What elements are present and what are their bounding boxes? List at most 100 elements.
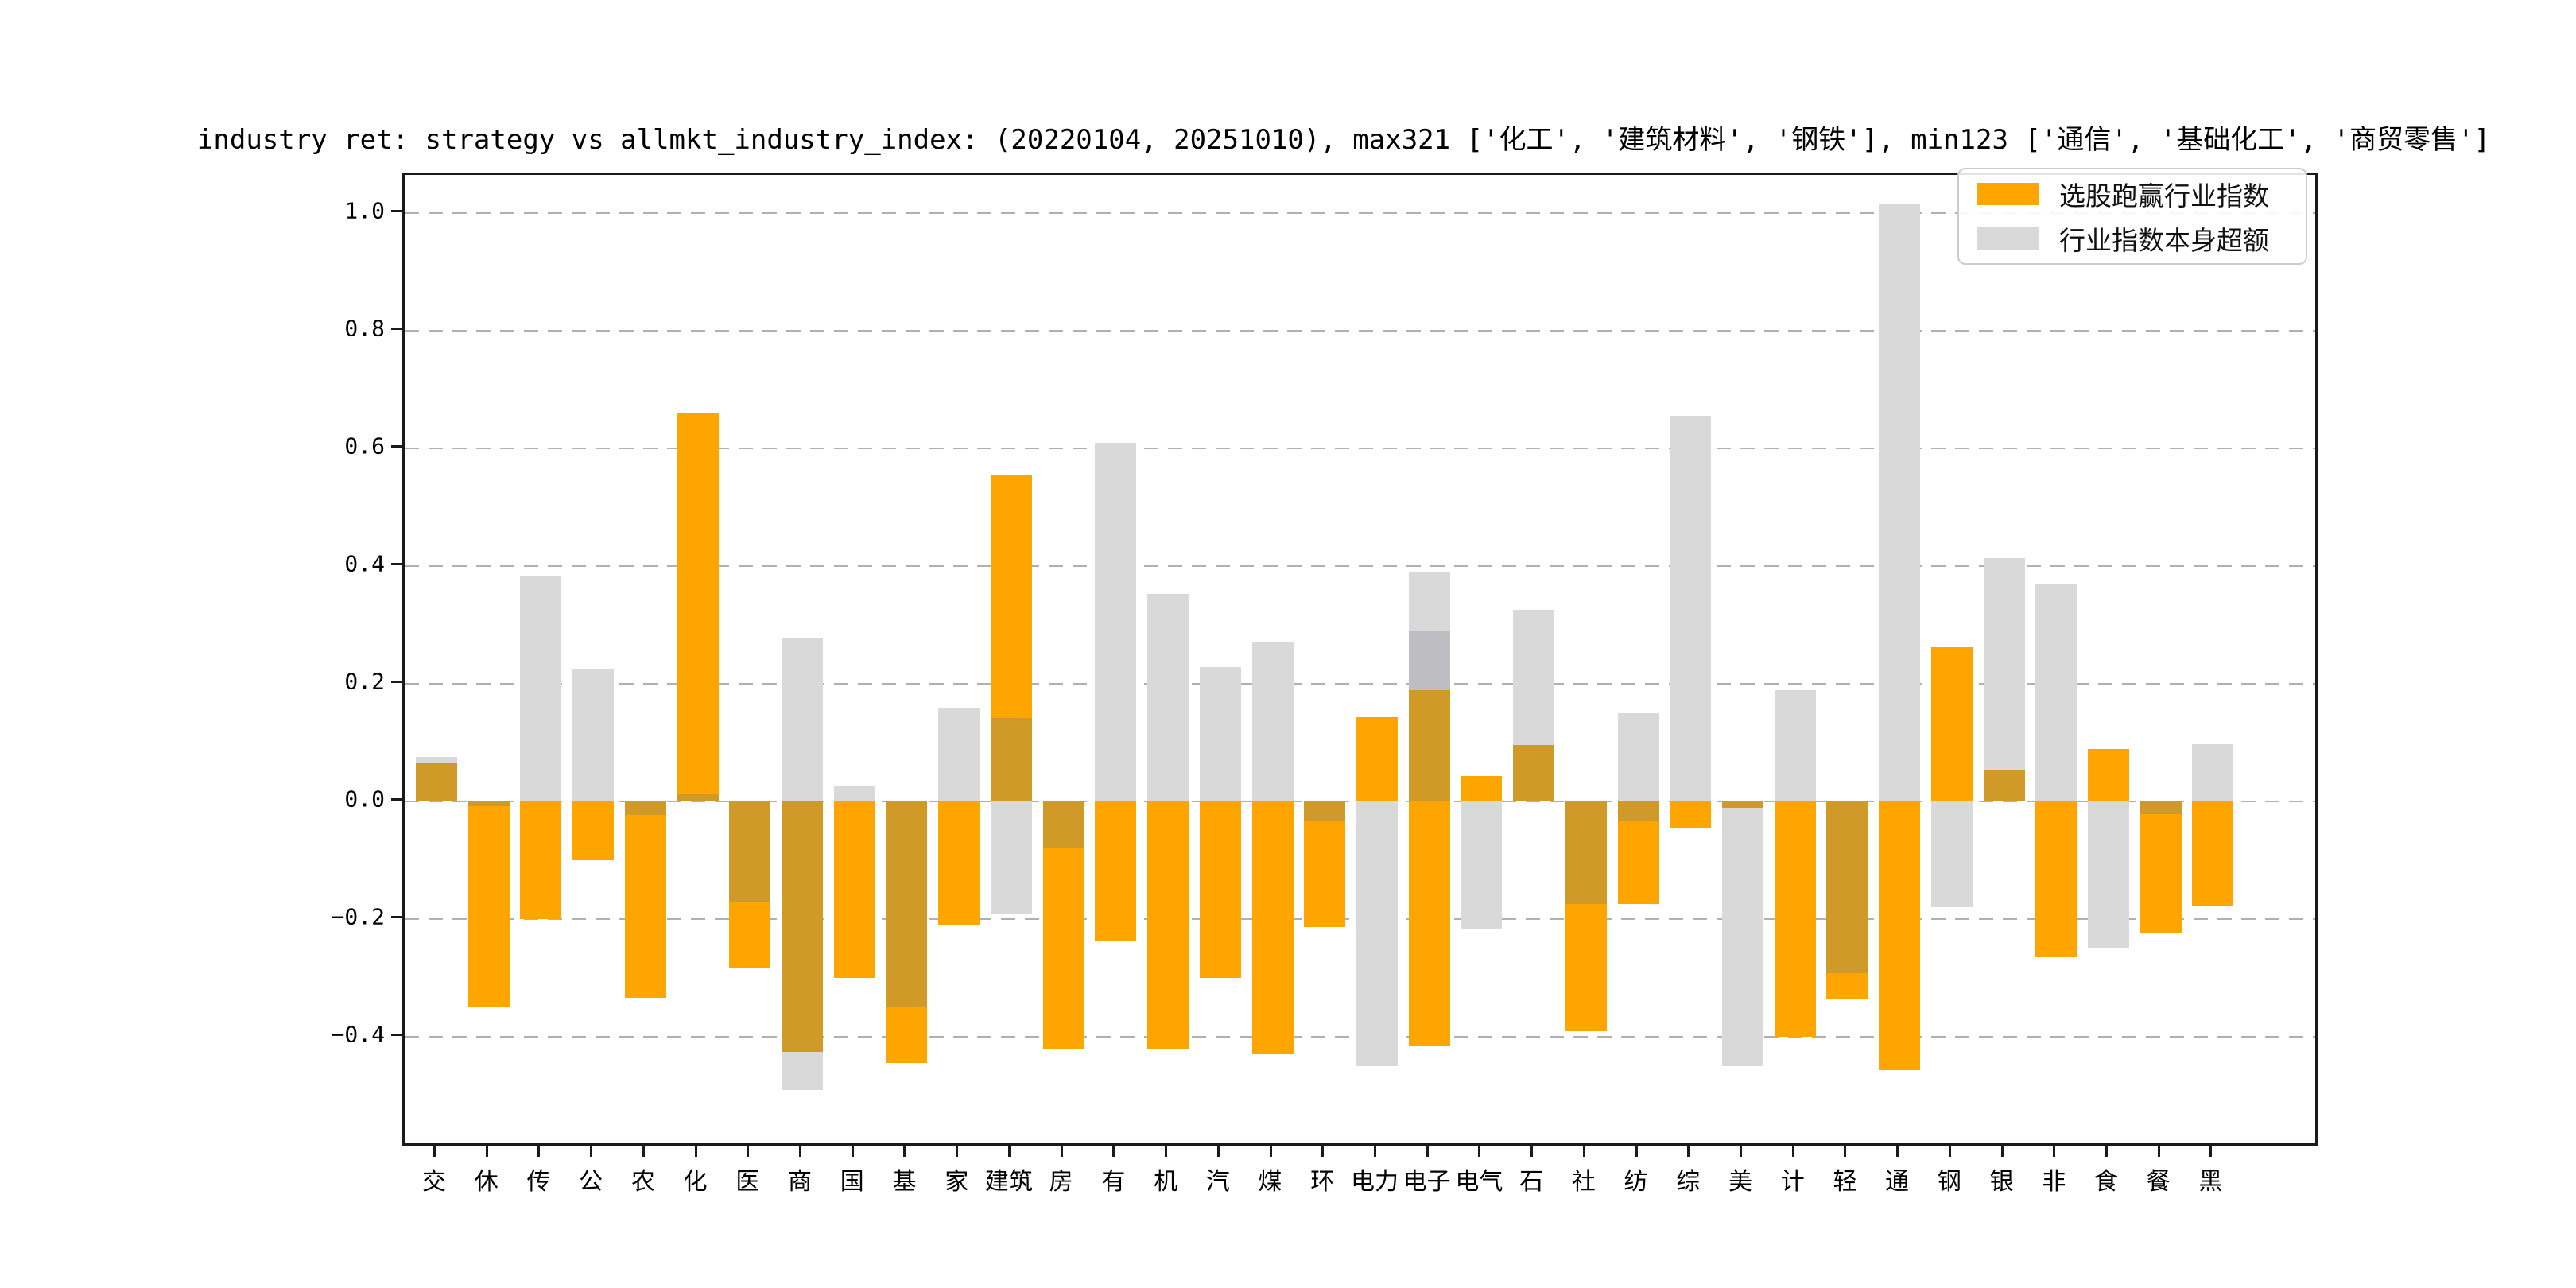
bar-gray [1774, 690, 1816, 802]
x-axis-tick-label: 建筑 [984, 1168, 1033, 1196]
y-axis-tick-label: 0.2 [344, 668, 385, 695]
x-axis-tick-label: 房 [1049, 1168, 1073, 1196]
x-axis-tick-label: 交 [422, 1168, 446, 1196]
y-axis-tick-mark [391, 798, 402, 801]
x-axis-tick-mark [1687, 1146, 1690, 1157]
x-axis-tick-mark [485, 1146, 488, 1157]
gridline [405, 212, 2315, 215]
bar-gray [1983, 558, 2025, 802]
bar-orange [2088, 749, 2130, 802]
x-axis-tick-mark [433, 1146, 436, 1157]
x-axis-tick-label: 轻 [1833, 1168, 1857, 1196]
x-axis-tick-mark [1844, 1146, 1847, 1157]
x-axis-tick-mark [799, 1146, 802, 1157]
y-axis-tick-mark [391, 916, 402, 919]
x-axis-tick-label: 计 [1780, 1168, 1805, 1196]
bar-gray [1095, 442, 1137, 802]
bar-gray [1879, 204, 1921, 802]
bar-overlap [1722, 801, 1763, 809]
x-axis-tick-label: 汽 [1205, 1168, 1230, 1196]
legend-label: 选股跑赢行业指数 [2059, 180, 2269, 212]
gridline [405, 683, 2315, 685]
bar-orange [1670, 801, 1712, 828]
bar-overlap [1408, 689, 1450, 802]
x-axis-tick-mark [537, 1146, 541, 1157]
x-axis-tick-label: 国 [840, 1168, 864, 1196]
y-axis-tick-label: −0.4 [331, 1021, 385, 1048]
bar-orange [2140, 813, 2182, 933]
plot-area [402, 173, 2318, 1146]
bar-orange [520, 801, 562, 920]
bar-gray [2192, 743, 2234, 802]
bar-gray [520, 575, 562, 802]
bar-gray [833, 786, 875, 802]
y-axis-tick-mark [391, 1034, 402, 1037]
x-axis-tick-mark [1791, 1146, 1794, 1157]
bar-orange [1826, 973, 1868, 999]
bar-orange [1879, 801, 1921, 1071]
x-axis-tick-mark [1112, 1146, 1115, 1157]
legend-item-strategy: 选股跑赢行业指数 [1959, 175, 2306, 213]
y-axis-tick-mark [391, 210, 402, 213]
bar-overlap [886, 801, 928, 1008]
legend: 选股跑赢行业指数 行业指数本身超额 [1957, 168, 2307, 265]
x-axis-tick-label: 农 [630, 1168, 655, 1196]
x-axis-tick-label: 非 [2042, 1168, 2066, 1196]
x-axis-tick-mark [1426, 1146, 1429, 1157]
bar-orange [572, 801, 615, 861]
bar-orange [1199, 801, 1241, 979]
x-axis-tick-label: 电子 [1402, 1168, 1451, 1196]
bar-gray [1461, 801, 1503, 929]
y-axis-tick-mark [391, 563, 402, 566]
x-axis-tick-label: 餐 [2146, 1168, 2171, 1196]
bar-orange [2035, 801, 2077, 958]
x-axis-tick-mark [1582, 1146, 1585, 1157]
bar-overlap [990, 718, 1032, 802]
x-axis-tick-label: 综 [1676, 1168, 1701, 1196]
x-axis-tick-label: 美 [1728, 1168, 1752, 1196]
x-axis-tick-label: 环 [1310, 1168, 1335, 1196]
bar-orange [1617, 820, 1659, 904]
y-axis-tick-label: 1.0 [344, 197, 385, 224]
x-axis-tick-mark [956, 1146, 959, 1157]
bar-orange [1930, 647, 1973, 802]
bar-overlap [1513, 745, 1555, 802]
bar-orange [1147, 801, 1189, 1049]
bar-orange [1251, 801, 1294, 1055]
x-axis-tick-label: 医 [735, 1168, 760, 1196]
gridline [405, 330, 2315, 332]
y-axis-tick-mark [391, 681, 402, 684]
x-axis-tick-label: 公 [579, 1168, 603, 1196]
x-axis-tick-label: 机 [1154, 1168, 1178, 1196]
x-axis-tick-mark [1216, 1146, 1220, 1157]
x-axis-tick-mark [694, 1146, 697, 1157]
x-axis-tick-label: 通 [1885, 1168, 1910, 1196]
x-axis-tick-mark [2053, 1146, 2056, 1157]
x-axis-tick-label: 基 [892, 1168, 917, 1196]
bar-gray [1930, 801, 1973, 908]
x-axis-tick-mark [2105, 1146, 2109, 1157]
x-axis-tick-mark [1321, 1146, 1325, 1157]
x-axis-tick-label: 有 [1101, 1168, 1126, 1196]
x-axis-tick-label: 电气 [1455, 1168, 1503, 1196]
y-axis-tick-label: 0.4 [344, 550, 385, 577]
x-axis-tick-mark [1165, 1146, 1168, 1157]
bar-overlap [677, 794, 719, 802]
x-axis-tick-mark [642, 1146, 645, 1157]
y-axis-tick-label: 0.8 [344, 315, 385, 342]
bar-overlap [1042, 801, 1084, 849]
bar-orange [1774, 801, 1816, 1038]
x-axis-tick-mark [1740, 1146, 1742, 1157]
bar-gray [2088, 801, 2130, 949]
bar-gray [1199, 666, 1241, 802]
bar-orange [1565, 903, 1607, 1031]
bar-orange [729, 901, 771, 968]
x-axis-tick-mark [1269, 1146, 1272, 1157]
y-axis-tick-mark [391, 445, 402, 448]
bar-orange [467, 806, 510, 1008]
bar-orange [990, 475, 1032, 719]
bar-gray [1356, 801, 1398, 1067]
x-axis-tick-label: 纺 [1624, 1168, 1648, 1196]
x-axis-tick-mark [1635, 1146, 1638, 1157]
